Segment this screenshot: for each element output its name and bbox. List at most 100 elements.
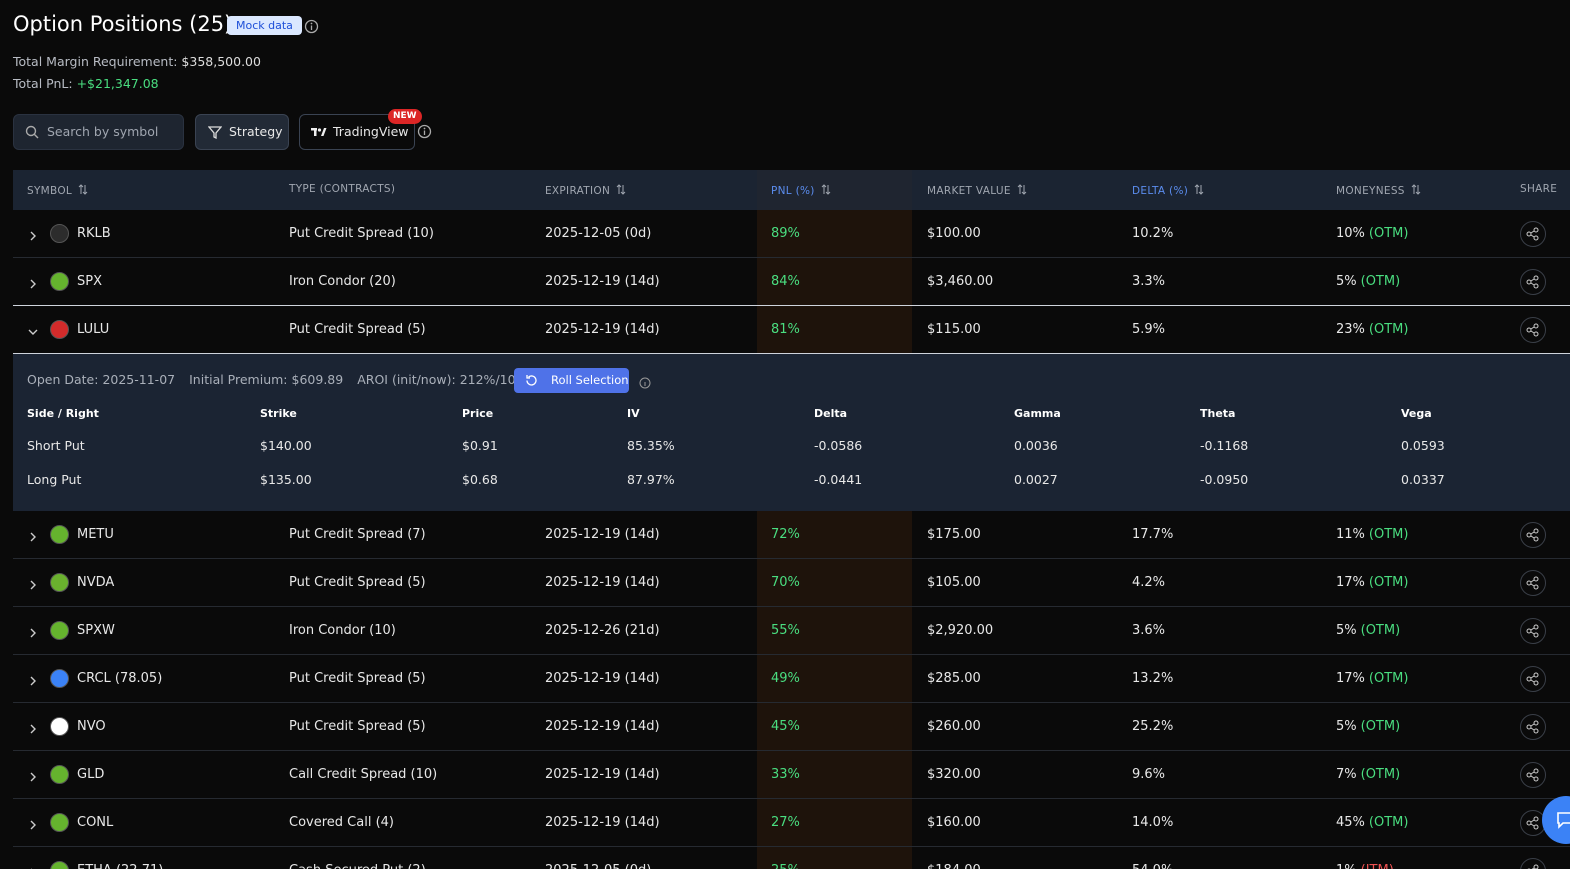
- detail-summary: Open Date: 2025-11-07 Initial Premium: $609…: [27, 372, 549, 387]
- type: Put Credit Spread (5): [289, 575, 426, 590]
- symbol: CONL: [77, 815, 114, 830]
- moneyness: 5% (OTM): [1336, 274, 1400, 289]
- symbol-icon: [50, 320, 69, 339]
- leg-cell: $0.91: [462, 438, 498, 453]
- expand-toggle[interactable]: [27, 816, 39, 830]
- pnl-value: +$21,347.08: [76, 76, 159, 91]
- leg-cell: 87.97%: [627, 472, 675, 487]
- symbol-icon: [50, 813, 69, 832]
- delta: 3.3%: [1132, 274, 1166, 289]
- moneyness-tag: (OTM): [1368, 226, 1409, 241]
- column-header[interactable]: MARKET VALUE: [927, 183, 1027, 197]
- moneyness-tag: (OTM): [1360, 767, 1401, 782]
- expand-toggle[interactable]: [27, 720, 39, 734]
- pnl: 84%: [771, 274, 800, 289]
- info-icon[interactable]: [639, 374, 651, 393]
- share-button[interactable]: [1520, 317, 1546, 343]
- moneyness: 5% (OTM): [1336, 623, 1400, 638]
- moneyness: 17% (OTM): [1336, 671, 1408, 686]
- new-badge: NEW: [388, 109, 422, 124]
- market-value: $320.00: [927, 767, 981, 782]
- info-icon[interactable]: [417, 124, 432, 139]
- share-button[interactable]: [1520, 762, 1546, 788]
- moneyness: 10% (OTM): [1336, 226, 1408, 241]
- info-icon[interactable]: [304, 19, 319, 34]
- column-header[interactable]: SYMBOL: [27, 183, 88, 197]
- expand-toggle[interactable]: [27, 275, 39, 289]
- symbol-icon: [50, 765, 69, 784]
- moneyness: 11% (OTM): [1336, 527, 1408, 542]
- position-row: METU Put Credit Spread (7) 2025-12-19 (14d…: [13, 511, 1570, 559]
- symbol: SPX: [77, 274, 102, 289]
- summary-value: $609.89: [291, 372, 344, 387]
- expiration: 2025-12-05 (0d): [545, 863, 651, 869]
- moneyness-tag: (OTM): [1368, 527, 1409, 542]
- moneyness-tag: (OTM): [1368, 671, 1409, 686]
- expand-toggle[interactable]: [27, 323, 39, 335]
- share-button[interactable]: [1520, 858, 1546, 869]
- share-button[interactable]: [1520, 269, 1546, 295]
- search-icon: [25, 125, 39, 139]
- symbol-icon: [50, 621, 69, 640]
- leg-cell: -0.0586: [814, 438, 863, 453]
- symbol-icon: [50, 573, 69, 592]
- sort-icon[interactable]: [1411, 184, 1421, 198]
- roll-selection-label: Roll Selection: [551, 373, 629, 387]
- delta: 17.7%: [1132, 527, 1174, 542]
- expand-toggle[interactable]: [27, 864, 39, 869]
- roll-selection-button[interactable]: Roll Selection: [514, 368, 629, 393]
- market-value: $260.00: [927, 719, 981, 734]
- column-header[interactable]: DELTA (%): [1132, 183, 1204, 197]
- expand-toggle[interactable]: [27, 624, 39, 638]
- leg-cell: Short Put: [27, 438, 85, 453]
- sort-icon[interactable]: [78, 184, 88, 198]
- share-button[interactable]: [1520, 570, 1546, 596]
- expand-toggle[interactable]: [27, 227, 39, 241]
- symbol: ETHA (22.71): [77, 863, 163, 869]
- tradingview-label: TradingView: [333, 124, 409, 139]
- search-box[interactable]: Search by symbol: [13, 114, 184, 150]
- moneyness-value: 1%: [1336, 863, 1357, 869]
- expiration: 2025-12-19 (14d): [545, 575, 660, 590]
- sort-icon[interactable]: [1194, 184, 1204, 198]
- moneyness-tag: (OTM): [1360, 274, 1401, 289]
- sort-icon[interactable]: [1017, 184, 1027, 198]
- market-value: $3,460.00: [927, 274, 994, 289]
- position-row: CRCL (78.05) Put Credit Spread (5) 2025-12…: [13, 655, 1570, 703]
- column-header[interactable]: MONEYNESS: [1336, 183, 1421, 197]
- pnl-column-bg: [757, 210, 912, 869]
- share-button[interactable]: [1520, 618, 1546, 644]
- expand-toggle[interactable]: [27, 576, 39, 590]
- moneyness-tag: (OTM): [1368, 575, 1409, 590]
- expand-toggle[interactable]: [27, 528, 39, 542]
- share-button[interactable]: [1520, 666, 1546, 692]
- moneyness-value: 11%: [1336, 527, 1365, 542]
- share-button[interactable]: [1520, 221, 1546, 247]
- table-header: SYMBOL TYPE (CONTRACTS) EXPIRATION PNL (%) M…: [13, 170, 1570, 210]
- share-button[interactable]: [1520, 714, 1546, 740]
- sort-icon[interactable]: [616, 184, 626, 198]
- type: Iron Condor (10): [289, 623, 396, 638]
- type: Put Credit Spread (5): [289, 671, 426, 686]
- delta: 25.2%: [1132, 719, 1174, 734]
- market-value: $115.00: [927, 322, 981, 337]
- sort-icon[interactable]: [821, 184, 831, 198]
- expiration: 2025-12-19 (14d): [545, 815, 660, 830]
- margin-row: Total Margin Requirement: $358,500.00: [13, 54, 261, 69]
- margin-value: $358,500.00: [181, 54, 261, 69]
- position-row: RKLB Put Credit Spread (10) 2025-12-05 (0d…: [13, 210, 1570, 258]
- pnl: 81%: [771, 322, 800, 337]
- leg-cell: -0.0950: [1200, 472, 1249, 487]
- column-header[interactable]: EXPIRATION: [545, 183, 626, 197]
- expand-toggle[interactable]: [27, 768, 39, 782]
- leg-cell: $140.00: [260, 438, 312, 453]
- leg-column-header: Vega: [1401, 407, 1432, 420]
- symbol-icon: [50, 717, 69, 736]
- column-header[interactable]: PNL (%): [771, 183, 831, 197]
- expand-toggle[interactable]: [27, 672, 39, 686]
- strategy-button[interactable]: Strategy: [195, 114, 289, 150]
- delta: 10.2%: [1132, 226, 1174, 241]
- share-button[interactable]: [1520, 522, 1546, 548]
- moneyness: 23% (OTM): [1336, 322, 1408, 337]
- tradingview-button[interactable]: TradingView: [299, 114, 415, 150]
